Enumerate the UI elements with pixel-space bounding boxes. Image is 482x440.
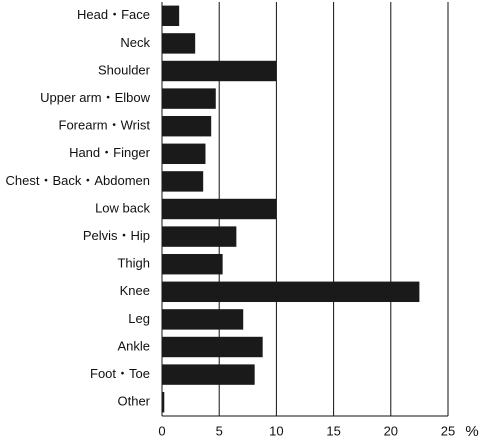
x-tick-label: 0 — [158, 423, 165, 438]
y-tick-label: Hand・Finger — [69, 145, 151, 160]
y-tick-label: Low back — [95, 200, 150, 215]
bar — [162, 391, 165, 413]
x-axis-label: % — [465, 423, 478, 440]
bar — [162, 281, 420, 303]
x-tick-label: 5 — [216, 423, 223, 438]
y-tick-label: Knee — [120, 283, 150, 298]
bar — [162, 198, 277, 220]
y-tick-label: Foot・Toe — [90, 366, 150, 381]
y-tick-label: Leg — [128, 311, 150, 326]
bar — [162, 226, 237, 247]
bar — [162, 33, 196, 54]
y-tick-label: Neck — [120, 35, 150, 50]
x-tick-label: 15 — [326, 423, 340, 438]
bar — [162, 60, 277, 82]
bar — [162, 143, 206, 165]
y-tick-label: Pelvis・Hip — [83, 228, 150, 243]
bar — [162, 5, 180, 27]
bar — [162, 88, 216, 109]
y-tick-label: Chest・Back・Abdomen — [5, 173, 150, 188]
y-tick-label: Head・Face — [77, 7, 150, 22]
y-tick-label: Other — [117, 394, 150, 409]
y-tick-label: Shoulder — [98, 62, 151, 77]
y-tick-label: Ankle — [117, 338, 150, 353]
y-tick-label: Upper arm・Elbow — [40, 90, 150, 105]
y-tick-label: Thigh — [117, 256, 150, 271]
bar — [162, 309, 244, 330]
x-tick-label: 25 — [441, 423, 455, 438]
x-tick-label: 20 — [384, 423, 398, 438]
bar — [162, 171, 204, 192]
bar — [162, 115, 212, 137]
bar — [162, 253, 223, 275]
y-tick-label: Forearm・Wrist — [59, 118, 151, 133]
bar — [162, 364, 255, 385]
x-tick-label: 10 — [269, 423, 283, 438]
bar — [162, 336, 263, 358]
